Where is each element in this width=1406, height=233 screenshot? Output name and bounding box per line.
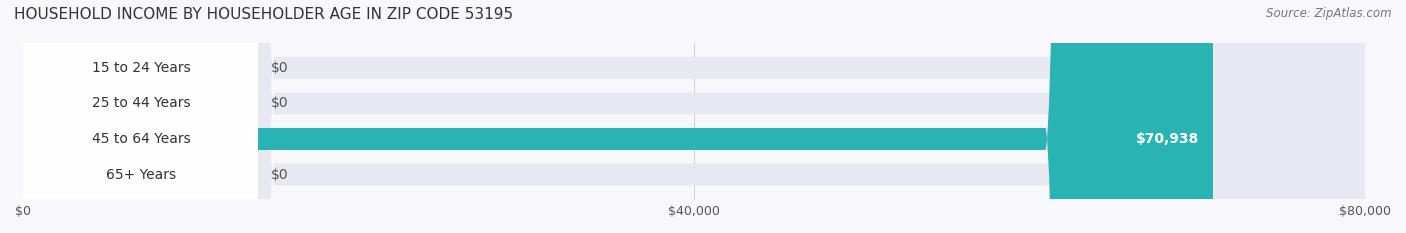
Text: $0: $0 (271, 168, 288, 182)
Text: 15 to 24 Years: 15 to 24 Years (91, 61, 190, 75)
Text: $0: $0 (271, 61, 288, 75)
FancyBboxPatch shape (22, 0, 257, 233)
Text: 65+ Years: 65+ Years (105, 168, 176, 182)
Text: $0: $0 (271, 96, 288, 110)
FancyBboxPatch shape (22, 0, 1213, 233)
FancyBboxPatch shape (22, 0, 1365, 233)
FancyBboxPatch shape (22, 0, 197, 233)
Text: $70,938: $70,938 (1136, 132, 1199, 146)
FancyBboxPatch shape (22, 0, 257, 233)
FancyBboxPatch shape (22, 0, 197, 233)
Text: Source: ZipAtlas.com: Source: ZipAtlas.com (1267, 7, 1392, 20)
Text: 45 to 64 Years: 45 to 64 Years (91, 132, 190, 146)
Text: HOUSEHOLD INCOME BY HOUSEHOLDER AGE IN ZIP CODE 53195: HOUSEHOLD INCOME BY HOUSEHOLDER AGE IN Z… (14, 7, 513, 22)
FancyBboxPatch shape (22, 0, 1365, 233)
FancyBboxPatch shape (22, 0, 1365, 233)
FancyBboxPatch shape (22, 0, 1365, 233)
Text: 25 to 44 Years: 25 to 44 Years (91, 96, 190, 110)
FancyBboxPatch shape (22, 0, 257, 233)
FancyBboxPatch shape (22, 0, 197, 233)
FancyBboxPatch shape (22, 0, 257, 233)
